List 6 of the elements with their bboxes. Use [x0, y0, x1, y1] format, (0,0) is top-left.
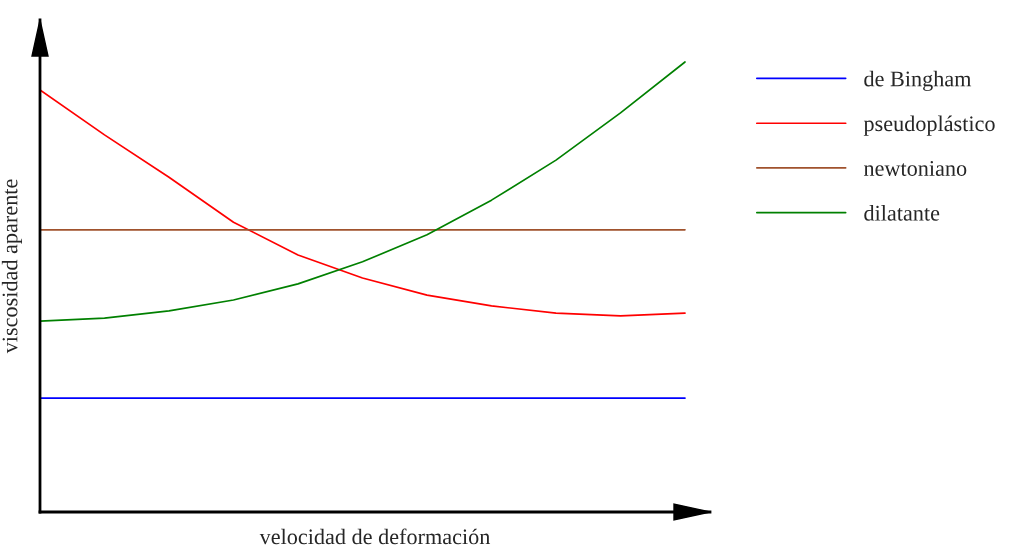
- legend-label: newtoniano: [863, 161, 967, 176]
- legend-label: de Bingham: [864, 70, 972, 91]
- legend-label: pseudoplástico: [863, 115, 995, 136]
- x-axis-title: velocidad de deformación: [259, 528, 491, 545]
- legend-label: dilatante: [864, 205, 940, 221]
- y-axis-title: viscosidad aparente: [1, 179, 22, 354]
